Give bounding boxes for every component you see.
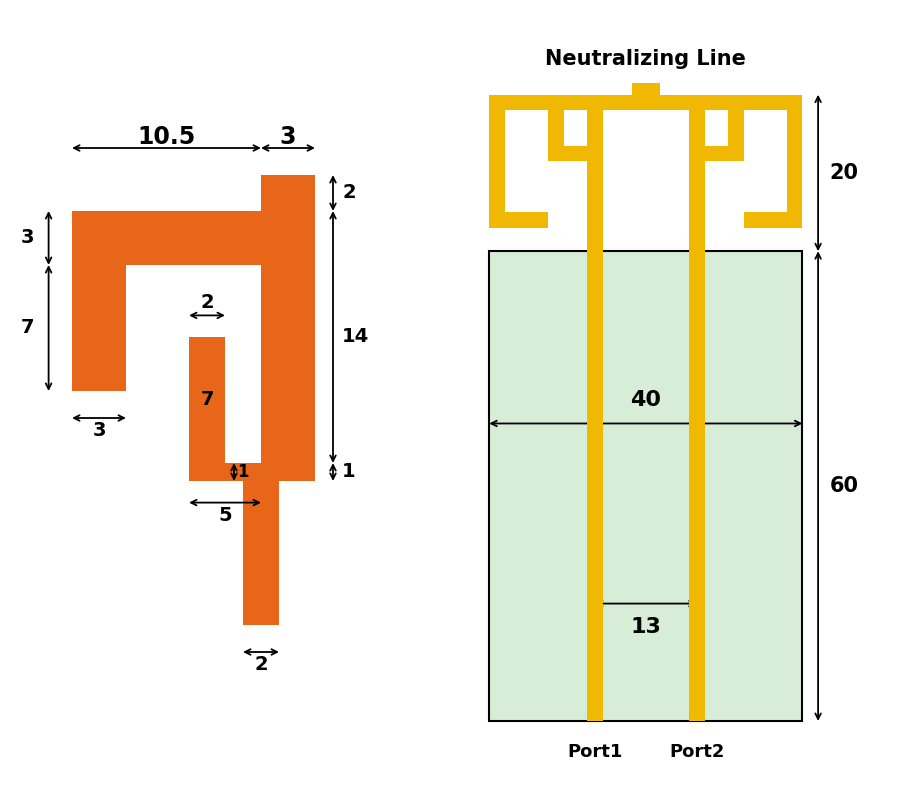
Text: 7: 7 (200, 390, 214, 410)
Text: 3: 3 (21, 229, 34, 247)
Bar (72, 265, 126, 391)
Bar (243, 481, 279, 625)
Bar (587, 94, 603, 721)
Bar (72, 211, 315, 265)
Text: 2: 2 (254, 655, 268, 674)
Bar (632, 83, 660, 110)
Text: Neutralizing Line: Neutralizing Line (545, 50, 746, 70)
Bar (743, 212, 787, 228)
Text: 2: 2 (342, 183, 356, 202)
Bar (490, 94, 587, 110)
Text: 20: 20 (830, 163, 859, 183)
Bar (548, 110, 563, 161)
Text: 3: 3 (92, 421, 106, 440)
Bar (705, 146, 728, 161)
Text: Port2: Port2 (669, 743, 725, 762)
Bar (728, 110, 743, 161)
Bar (688, 94, 705, 721)
Bar (563, 146, 587, 161)
Bar (261, 211, 315, 463)
Bar (261, 175, 315, 211)
Text: 60: 60 (830, 476, 859, 496)
Bar (787, 110, 803, 228)
Bar (587, 94, 705, 110)
Text: 2: 2 (200, 294, 214, 312)
Bar (490, 251, 803, 721)
Bar (189, 463, 315, 481)
Text: 14: 14 (342, 327, 369, 346)
Text: 40: 40 (630, 390, 662, 410)
Text: 7: 7 (21, 318, 34, 338)
Text: 1: 1 (342, 462, 356, 482)
Bar (490, 110, 505, 228)
Bar (505, 212, 548, 228)
Text: 5: 5 (218, 506, 232, 525)
Text: 13: 13 (630, 617, 662, 637)
Text: 1: 1 (238, 463, 248, 481)
Text: Port1: Port1 (567, 743, 623, 762)
Text: 10.5: 10.5 (138, 125, 195, 149)
Bar (189, 337, 225, 463)
Bar (705, 94, 803, 110)
Text: 3: 3 (280, 125, 296, 149)
